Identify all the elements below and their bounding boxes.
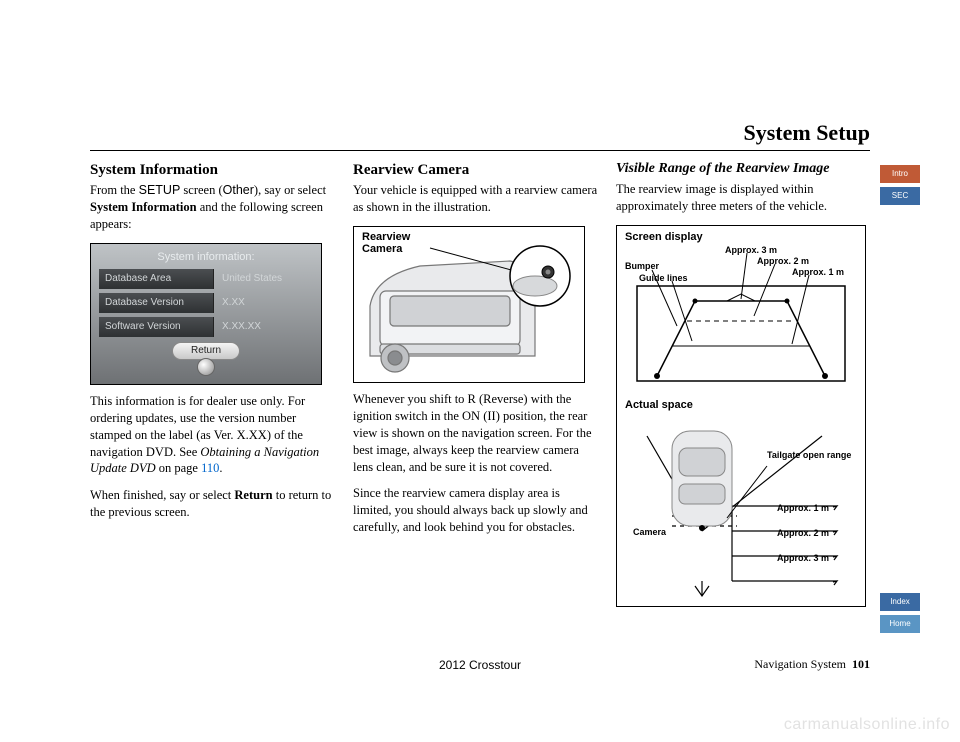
screenshot-row: Software Version X.XX.XX: [99, 317, 313, 337]
tab-home-label: Home: [889, 619, 910, 628]
t: System Information: [90, 200, 197, 214]
return-knob-icon: [197, 358, 215, 376]
range-svg: [617, 226, 865, 606]
rearview-intro-para: Your vehicle is equipped with a rearview…: [353, 182, 601, 216]
car-rear-illustration: [360, 236, 578, 376]
row-value: X.XX.XX: [214, 320, 313, 334]
row-label: Database Area: [99, 269, 214, 289]
sysinfo-return-para: When finished, say or select Return to r…: [90, 487, 338, 521]
column-system-information: System Information From the SETUP screen…: [90, 160, 338, 531]
page: System Setup System Information From the…: [90, 120, 870, 660]
tab-sec-label: SEC: [892, 191, 908, 200]
row-value: United States: [214, 272, 313, 286]
t: on page: [156, 461, 201, 475]
label-actual-space: Actual space: [625, 398, 693, 413]
column-rearview-camera: Rearview Camera Your vehicle is equipped…: [353, 160, 601, 546]
rearview-camera-figure: Rearview Camera: [353, 226, 585, 383]
row-label: Database Version: [99, 293, 214, 313]
tab-intro[interactable]: Intro: [880, 165, 920, 183]
row-value: X.XX: [214, 296, 313, 310]
sysinfo-intro-para: From the SETUP screen (Other), say or se…: [90, 182, 338, 233]
header-rule: [90, 150, 870, 151]
footer-section-label: Navigation System: [754, 657, 846, 671]
label-approx-2m-b: Approx. 2 m: [777, 527, 829, 539]
t: screen (: [180, 183, 222, 197]
return-button-label: Return: [172, 342, 240, 360]
t: Tailgate open range: [767, 450, 851, 460]
heading-visible-range: Visible Range of the Rearview Image: [616, 160, 864, 179]
label-camera: Camera: [633, 526, 666, 538]
rearview-shift-para: Whenever you shift to R (Reverse) with t…: [353, 391, 601, 475]
tab-index-label: Index: [890, 597, 910, 606]
visible-range-intro-para: The rearview image is displayed within a…: [616, 181, 864, 215]
visible-range-figure: Screen display Approx. 3 m Approx. 2 m A…: [616, 225, 866, 607]
screenshot-title: System information:: [91, 244, 321, 265]
tab-home[interactable]: Home: [880, 615, 920, 633]
footer-right: Navigation System 101: [754, 657, 870, 672]
system-information-screenshot: System information: Database Area United…: [90, 243, 322, 385]
sysinfo-dealer-para: This information is for dealer use only.…: [90, 393, 338, 477]
watermark: carmanualsonline.info: [784, 716, 950, 734]
screenshot-row: Database Area United States: [99, 269, 313, 289]
label-approx-1m-b: Approx. 1 m: [777, 502, 829, 514]
t: From the: [90, 183, 139, 197]
label-tailgate-range: Tailgate open range: [767, 451, 851, 461]
label-approx-3m-b: Approx. 3 m: [777, 552, 829, 564]
heading-system-information: System Information: [90, 160, 338, 180]
page-link[interactable]: 110: [201, 461, 219, 475]
screenshot-row: Database Version X.XX: [99, 293, 313, 313]
page-header-title: System Setup: [743, 120, 870, 146]
footer-model-year: 2012 Crosstour: [439, 658, 521, 672]
t: Other: [223, 183, 254, 197]
t: ), say or select: [254, 183, 326, 197]
rearview-caution-para: Since the rearview camera display area i…: [353, 485, 601, 536]
row-label: Software Version: [99, 317, 214, 337]
return-button[interactable]: Return: [172, 342, 240, 376]
t: When finished, say or select: [90, 488, 234, 502]
tab-intro-label: Intro: [892, 169, 908, 178]
t: Return: [234, 488, 272, 502]
tab-sec[interactable]: SEC: [880, 187, 920, 205]
footer-page-number: 101: [852, 657, 870, 671]
t: .: [219, 461, 222, 475]
heading-rearview-camera: Rearview Camera: [353, 160, 601, 180]
column-visible-range: Visible Range of the Rearview Image The …: [616, 160, 864, 607]
tab-index[interactable]: Index: [880, 593, 920, 611]
t: SETUP: [139, 183, 181, 197]
